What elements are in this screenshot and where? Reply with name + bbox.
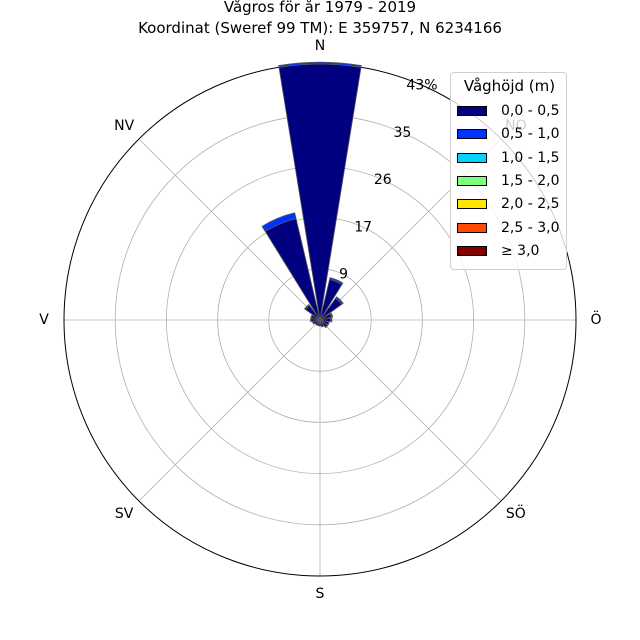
legend-label: 2,5 - 3,0	[501, 219, 560, 236]
bar-N-0,5 - 1,0	[278, 61, 362, 68]
rose-bars	[261, 61, 362, 329]
direction-label-Ö: Ö	[590, 310, 601, 328]
grid-spoke	[138, 319, 321, 502]
bar-V-0,5 - 1,0	[310, 318, 312, 322]
legend-label: 2,0 - 2,5	[501, 196, 560, 213]
legend-swatch	[457, 199, 487, 210]
bar-VSV-0,5 - 1,0	[311, 321, 315, 325]
radial-tick-label: 43%	[406, 77, 437, 93]
legend-swatch	[457, 245, 487, 256]
legend-label: 0,0 - 0,5	[501, 103, 560, 119]
direction-label-V: V	[39, 312, 49, 328]
bar-SSÖ-0,0 - 0,5	[319, 319, 325, 328]
radial-tick-label: 17	[354, 219, 372, 235]
legend-swatch	[457, 175, 487, 186]
legend: Våghöjd (m) 0,0 - 0,5 0,5 - 1,0 1,0 - 1,5 1…	[450, 72, 567, 270]
radial-tick-label: 26	[374, 172, 392, 188]
legend-label: ≥ 3,0	[501, 242, 540, 259]
direction-label-SÖ: SÖ	[506, 504, 526, 522]
direction-label-NV: NV	[114, 118, 134, 134]
bar-ONO-0,5 - 1,0	[329, 312, 334, 318]
radial-tick-label: 35	[393, 125, 411, 141]
legend-swatch	[457, 129, 487, 140]
bar-S-0,0 - 0,5	[318, 319, 322, 327]
legend-swatch	[457, 106, 487, 116]
legend-swatch	[457, 222, 487, 233]
legend-label: 1,5 - 2,0	[501, 172, 560, 189]
bar-SÖ-0,5 - 1,0	[324, 324, 329, 329]
bar-NNV-0,5 - 1,0	[261, 212, 297, 232]
bar-NV-0,5 - 1,0	[303, 303, 311, 311]
grid-spoke	[138, 138, 321, 321]
direction-label-SV: SV	[115, 506, 134, 522]
legend-swatch	[457, 152, 487, 163]
bar-NNO-0,5 - 1,0	[329, 277, 344, 286]
bar-NO-0,5 - 1,0	[335, 296, 344, 305]
bar-Ö-0,5 - 1,0	[330, 317, 333, 323]
direction-label-N: N	[315, 38, 325, 54]
radial-tick-label: 9	[339, 267, 348, 283]
chart-title-line2: Koordinat (Sweref 99 TM): E 359757, N 62…	[138, 19, 502, 37]
legend-label: 1,0 - 1,5	[501, 149, 560, 166]
bar-VNV-0,5 - 1,0	[310, 314, 313, 319]
chart-title-line1: Vågros för år 1979 - 2019	[223, 0, 417, 16]
legend-label: 0,5 - 1,0	[501, 126, 560, 143]
legend-title: Våghöjd (m)	[463, 77, 556, 95]
grid-spoke	[319, 319, 502, 502]
direction-label-S: S	[316, 586, 325, 602]
bar-N-0,0 - 0,5	[278, 63, 362, 321]
bar-OSÖ-0,5 - 1,0	[327, 321, 330, 326]
